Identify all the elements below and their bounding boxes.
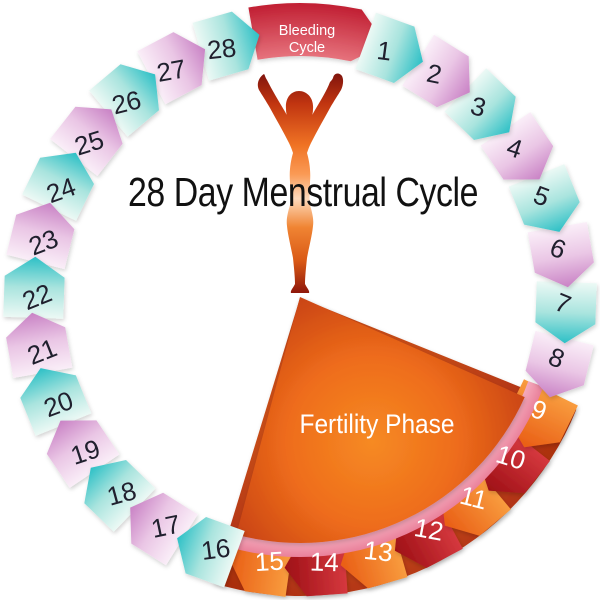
cycle-day-arrows: [3, 11, 597, 588]
day-number-13: 13: [362, 535, 394, 568]
day-arrow-8: [525, 330, 594, 398]
day-number-1: 1: [375, 35, 393, 67]
day-number-2: 2: [424, 58, 444, 90]
day-arrow-6: [527, 222, 594, 288]
day-number-16: 16: [199, 532, 232, 566]
diagram-title: 28 Day Menstrual Cycle: [128, 169, 478, 215]
day-arrow-25: [50, 106, 123, 176]
day-number-28: 28: [206, 32, 238, 65]
day-number-14: 14: [309, 547, 339, 578]
fertility-phase-label: Fertility Phase: [300, 409, 455, 439]
woman-silhouette: [257, 73, 344, 293]
day-number-12: 12: [412, 512, 446, 547]
day-arrow-16: [177, 517, 245, 588]
bleeding-cycle-segment: [248, 3, 386, 62]
day-arrow-20: [20, 368, 92, 436]
bleeding-cycle-label-line2: Cycle: [289, 40, 325, 56]
day-arrow-5: [508, 164, 580, 232]
day-arrow-21: [6, 312, 73, 378]
day-arrow-7: [535, 281, 597, 344]
day-arrow-24: [22, 152, 95, 221]
day-arrow-28: [192, 11, 260, 81]
day-arrow-19: [46, 420, 120, 488]
day-arrow-23: [6, 202, 75, 270]
bleeding-cycle-label-line1: Bleeding: [279, 23, 335, 39]
fertility-phase-wedge: [236, 297, 525, 543]
day-arrow-1: [355, 12, 423, 84]
day-arrow-4: [480, 112, 554, 180]
day-arrow-22: [3, 256, 65, 319]
day-number-26: 26: [109, 84, 144, 120]
day-arrow-26: [89, 64, 159, 137]
day-arrow-3: [444, 68, 516, 140]
day-arrow-17: [130, 492, 198, 566]
day-number-15: 15: [254, 546, 285, 578]
day-arrow-2: [402, 34, 470, 108]
day-arrow-27: [137, 32, 206, 105]
day-number-27: 27: [154, 53, 188, 88]
day-arrow-18: [84, 460, 156, 532]
day-number-17: 17: [148, 509, 182, 544]
